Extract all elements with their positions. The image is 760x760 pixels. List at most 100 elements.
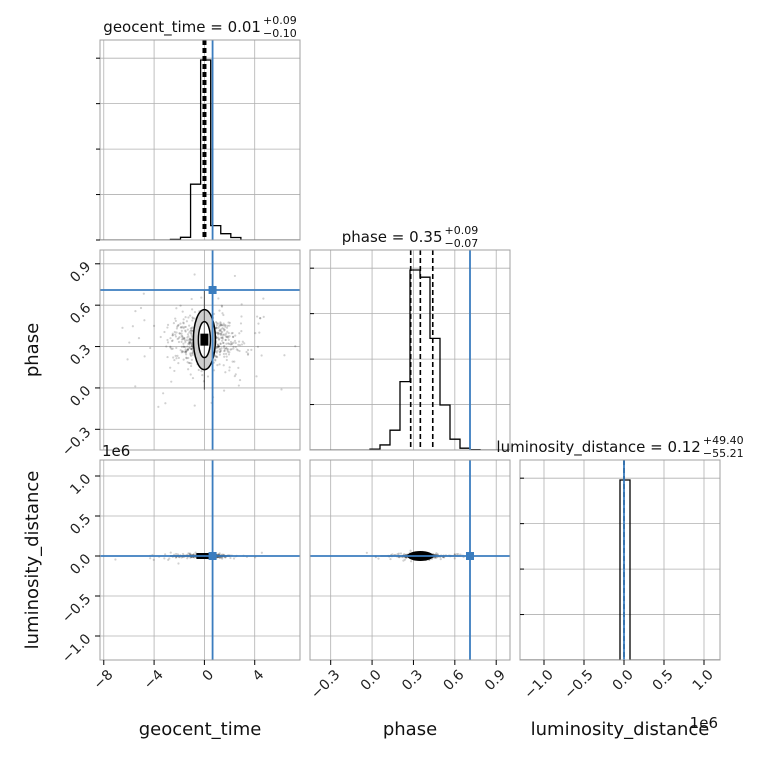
scatter-point [189,338,192,341]
scatter-point [223,347,226,350]
scatter-point [186,348,189,351]
scatter-point [218,332,221,335]
scatter-point [185,320,188,323]
scatter-point [225,347,228,350]
scatter-point [180,340,183,344]
scatter-point [183,325,186,329]
scatter-point [222,313,225,317]
scatter-point [182,326,185,330]
scatter-point [179,349,182,352]
scatter-point [433,556,436,559]
scatter-point [405,556,408,559]
scatter-point [262,315,265,319]
scatter-point [186,333,190,336]
xtick-label-phase: 0.0 [358,667,385,694]
scatter-point [225,355,228,358]
scatter-point [238,344,242,347]
hist-phase-bars [310,250,510,450]
scatter-point [212,312,216,315]
scatter-point [216,346,219,349]
scatter-point [230,343,233,346]
scatter-point [188,552,191,555]
scatter-point [173,358,176,362]
scatter-point [224,338,227,342]
scatter-point [179,322,182,325]
scatter-point [187,368,190,371]
scatter-point [181,337,185,340]
scatter-point [240,303,243,306]
scatter-point [218,351,222,354]
hist-geocent_time-frame [99,39,301,241]
scatter-point [186,557,189,560]
scatter-point [224,334,227,337]
scatter-point [184,348,187,351]
scatter-point [233,360,236,363]
scatter-point [186,349,189,352]
scatter-point [225,347,228,350]
scatter-point [169,551,172,554]
scatter-point [246,348,250,352]
panel-luminosity_distance_vs_geocent_time-frame [99,459,301,661]
scatter-point [222,333,226,336]
scatter-point [182,322,185,325]
scatter-point [219,349,223,353]
scatter-point [193,556,196,559]
scatter-point [228,351,231,354]
scatter-point [246,353,250,356]
scatter-point [187,342,190,345]
xtick-label-phase: 0.9 [482,667,509,694]
scatter-point [172,322,175,325]
scatter-point [190,339,193,342]
scatter-point [389,557,392,561]
scatter-point [238,378,242,382]
scatter-point [182,345,185,348]
xlabel-geocent_time: geocent_time [139,719,262,740]
scatter-point [187,340,191,344]
scatter-point [232,335,235,339]
scatter-point [190,345,194,348]
scatter-point [149,557,152,560]
scatter-point [217,326,220,329]
scatter-point [175,327,179,330]
panel-title-main: geocent_time = 0.01 [103,18,261,37]
scatter-point [218,337,221,340]
scatter-point [183,337,186,340]
scatter-point [256,315,259,318]
scatter-point [177,323,180,327]
scatter-point [163,330,166,334]
scatter-point [114,558,117,561]
scatter-point [258,331,261,334]
scatter-point [254,332,257,335]
scatter-point [173,330,176,334]
scatter-point [163,557,166,560]
scatter-point [187,348,190,351]
scatter-point [224,324,227,327]
scatter-point [222,327,225,331]
scatter-point [171,334,174,337]
panel-luminosity_distance_vs_geocent_time-points [114,551,263,565]
panel-luminosity_distance_vs_phase-grid [310,460,510,660]
scatter-point [184,316,187,319]
scatter-point [219,342,222,345]
scatter-point [191,376,195,380]
scatter-point [218,309,221,312]
scatter-point [168,557,171,560]
scatter-point [455,552,458,556]
scatter-point [259,317,262,320]
yoffset-label: 1e6 [102,442,130,460]
ytick-label-phase: 0.6 [67,300,94,327]
scatter-point [166,355,169,359]
scatter-point [190,345,194,348]
scatter-point [188,337,191,340]
scatter-point [217,336,220,339]
scatter-point [189,353,192,356]
xlabel-phase: phase [383,719,437,740]
scatter-point [192,317,195,320]
scatter-point [186,345,189,348]
scatter-point [176,324,180,327]
scatter-point [222,346,225,349]
scatter-point [176,337,179,341]
scatter-point [227,331,230,335]
scatter-point [175,346,178,350]
scatter-point [193,317,196,320]
